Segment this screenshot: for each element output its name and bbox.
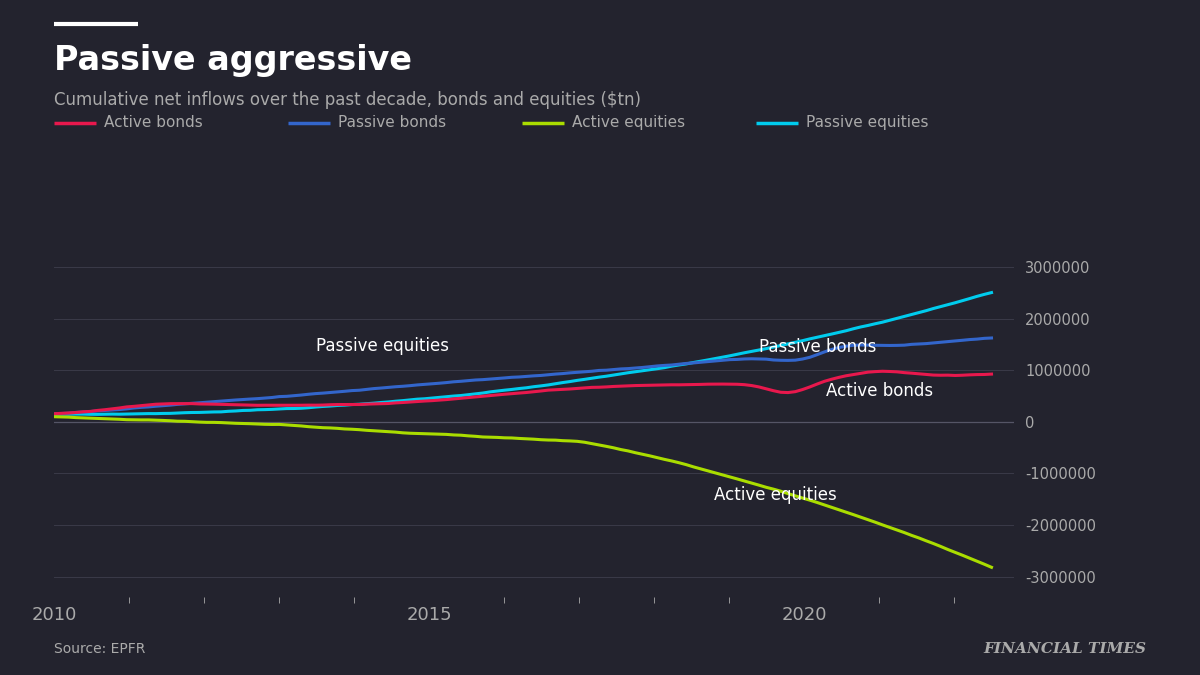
Text: FINANCIAL TIMES: FINANCIAL TIMES <box>983 642 1146 656</box>
Text: Active equities: Active equities <box>714 487 836 504</box>
Text: Passive equities: Passive equities <box>806 115 929 130</box>
Text: Passive equities: Passive equities <box>317 337 450 355</box>
Text: Active bonds: Active bonds <box>827 381 934 400</box>
Text: Active bonds: Active bonds <box>104 115 203 130</box>
Text: Passive bonds: Passive bonds <box>338 115 446 130</box>
Text: Passive aggressive: Passive aggressive <box>54 44 412 77</box>
Text: Source: EPFR: Source: EPFR <box>54 642 145 656</box>
Text: Active equities: Active equities <box>572 115 685 130</box>
Text: Passive bonds: Passive bonds <box>760 338 876 356</box>
Text: Cumulative net inflows over the past decade, bonds and equities ($tn): Cumulative net inflows over the past dec… <box>54 91 641 109</box>
